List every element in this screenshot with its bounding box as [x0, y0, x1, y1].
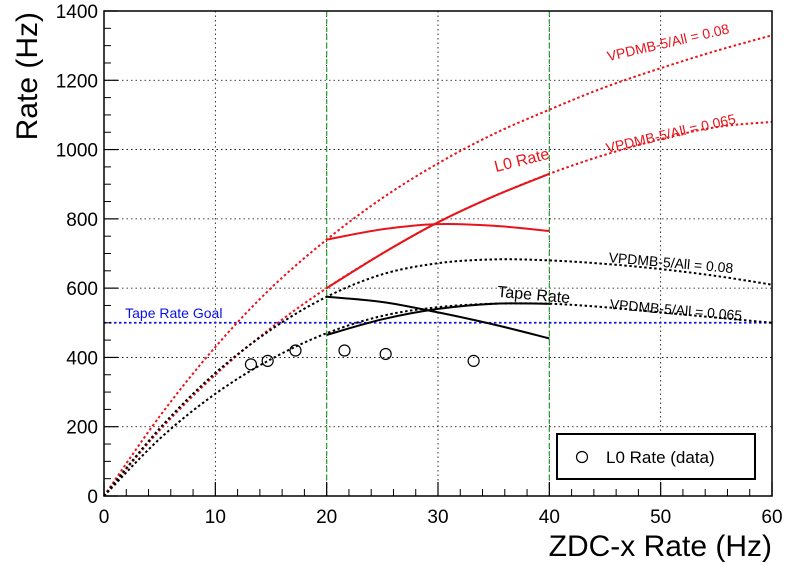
y-tick-label: 1400	[56, 2, 98, 23]
tape-rate-goal-label: Tape Rate Goal	[125, 305, 222, 321]
legend: L0 Rate (data)	[556, 433, 756, 480]
series-line-3	[326, 222, 550, 241]
annotations: VPDMB-5/All = 0.08 VPDMB-5/All = 0.065 L0 …	[493, 20, 743, 323]
data-point	[261, 354, 274, 367]
y-tick-label: 0	[87, 487, 98, 508]
axes	[103, 10, 773, 497]
data-point	[338, 344, 351, 357]
series-line-2	[326, 172, 550, 289]
x-tick-label: 0	[99, 507, 110, 528]
x-tick-label: 20	[316, 507, 337, 528]
series-line-7	[326, 302, 550, 336]
series-annotation: VPDMB-5/All = 0.08	[608, 249, 734, 276]
y-tick-label: 1200	[56, 71, 98, 92]
data-point	[379, 347, 392, 361]
series-annotation: VPDMB-5/All = 0.08	[605, 20, 730, 64]
grid	[104, 11, 772, 496]
x-tick-label: 60	[761, 507, 782, 528]
x-axis-label: ZDC-x Rate (Hz)	[549, 530, 772, 563]
legend-label: L0 Rate (data)	[606, 448, 715, 467]
y-axis-label: Rate (Hz)	[11, 12, 44, 140]
legend-box	[556, 433, 756, 480]
series-annotation: VPDMB-5/All = 0.065	[604, 110, 737, 155]
x-tick-label: 30	[427, 507, 448, 528]
series-line-5	[103, 302, 773, 497]
data-point	[467, 354, 480, 367]
series-annotation: VPDMB-5/All = 0.065	[609, 296, 743, 324]
series-line-0	[103, 34, 773, 497]
y-tick-label: 1000	[56, 141, 98, 162]
series-line-6	[326, 295, 550, 340]
data-points	[244, 344, 480, 371]
x-tick-label: 40	[539, 507, 560, 528]
y-tick-label: 800	[66, 210, 98, 231]
x-tick-label: 10	[205, 507, 226, 528]
series-line-4	[103, 258, 773, 497]
series-lines	[103, 34, 773, 497]
y-tick-label: 600	[66, 279, 98, 300]
legend-marker-circle	[575, 450, 589, 464]
y-tick-label: 200	[66, 418, 98, 439]
series-annotation: Tape Rate	[497, 284, 571, 307]
data-point	[289, 344, 302, 357]
series-line-1	[103, 120, 773, 497]
data-point	[244, 358, 258, 371]
y-tick-label: 400	[66, 348, 98, 369]
x-tick-label: 50	[650, 507, 671, 528]
reference-lines: Tape Rate Goal	[104, 11, 772, 496]
series-annotation: L0 Rate	[493, 146, 552, 176]
